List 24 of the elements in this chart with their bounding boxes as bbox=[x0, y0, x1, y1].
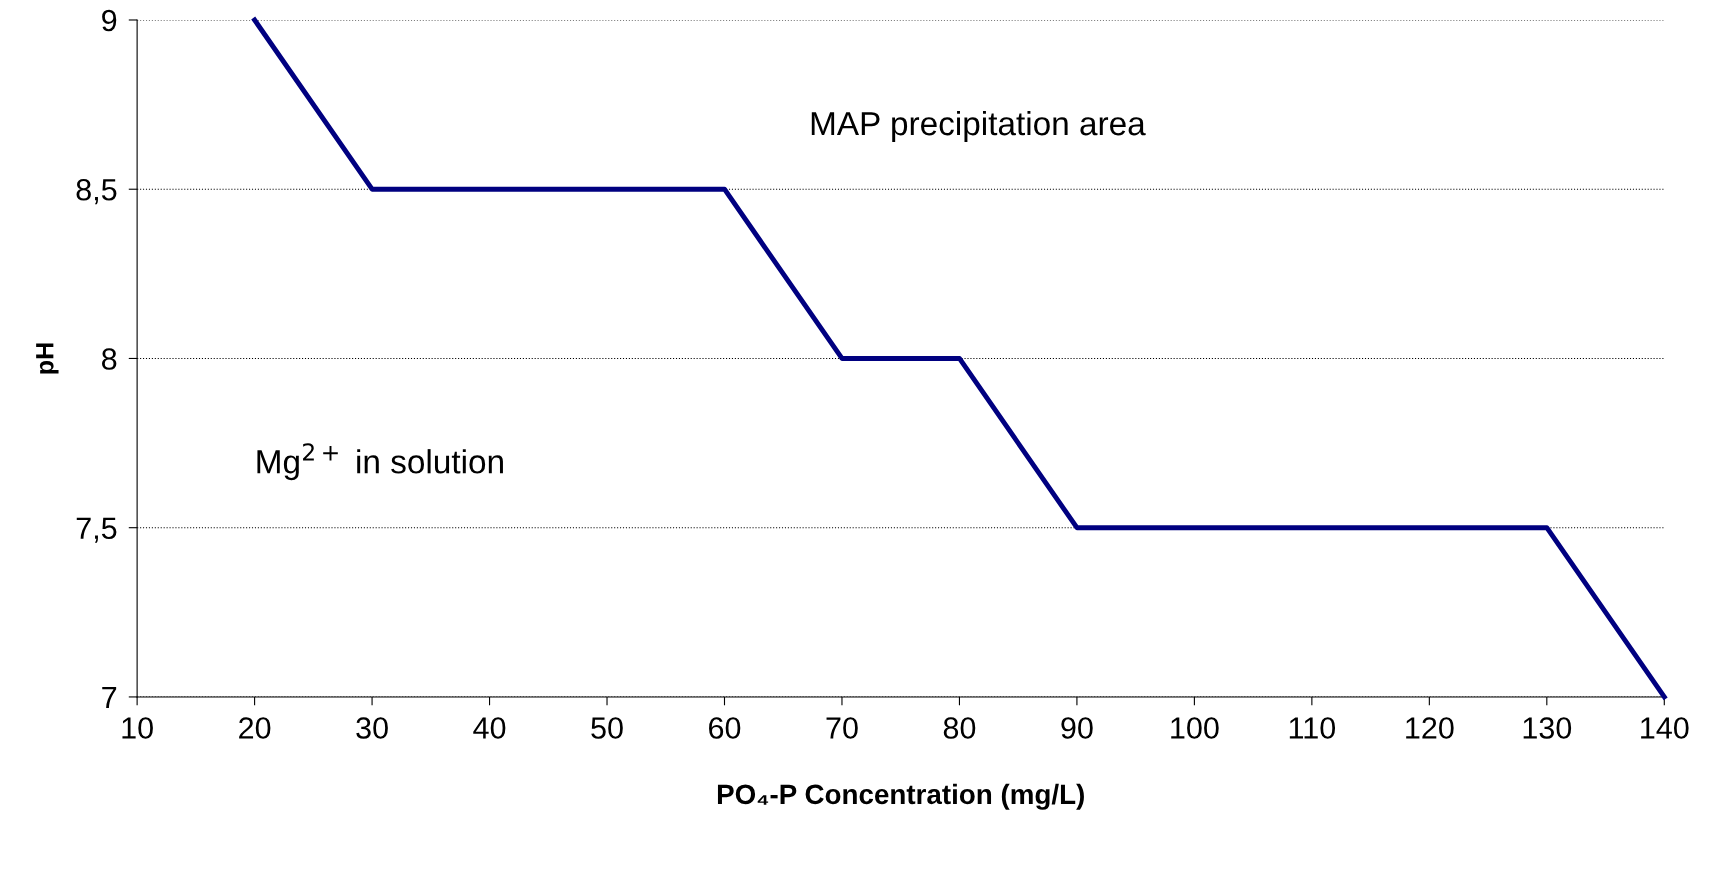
y-tick-label: 8 bbox=[102, 348, 117, 370]
x-tick-label: 80 bbox=[943, 717, 976, 739]
line-series bbox=[252, 17, 1667, 700]
annotation: Mg$^{2+}$ in solution bbox=[257, 443, 503, 481]
x-tick-label: 50 bbox=[591, 717, 623, 739]
x-tick-label: 60 bbox=[709, 717, 741, 739]
x-tick-label: 20 bbox=[239, 717, 271, 739]
x-axis-title: PO₄-P Concentration (mg/L) bbox=[717, 783, 1084, 810]
x-tick-label: 110 bbox=[1289, 717, 1336, 739]
x-tick-label: 30 bbox=[356, 717, 388, 739]
x-tick-label: 100 bbox=[1171, 717, 1219, 739]
x-tick-label: 140 bbox=[1641, 717, 1689, 739]
y-axis-title: pH bbox=[36, 343, 59, 374]
x-tick-label: 70 bbox=[826, 717, 858, 739]
x-tick-label: 10 bbox=[122, 717, 153, 739]
x-tick-label: 90 bbox=[1061, 717, 1093, 739]
y-tick-label: 7,5 bbox=[76, 517, 117, 543]
x-tick-label: 120 bbox=[1406, 717, 1454, 739]
y-tick-label: 9 bbox=[102, 9, 117, 32]
annotation: MAP precipitation area bbox=[811, 110, 1146, 142]
x-tick-label: 130 bbox=[1523, 717, 1572, 739]
y-tick-label: 8,5 bbox=[76, 178, 117, 205]
x-tick-label: 40 bbox=[473, 717, 506, 739]
y-tick-label: 7 bbox=[102, 686, 117, 709]
